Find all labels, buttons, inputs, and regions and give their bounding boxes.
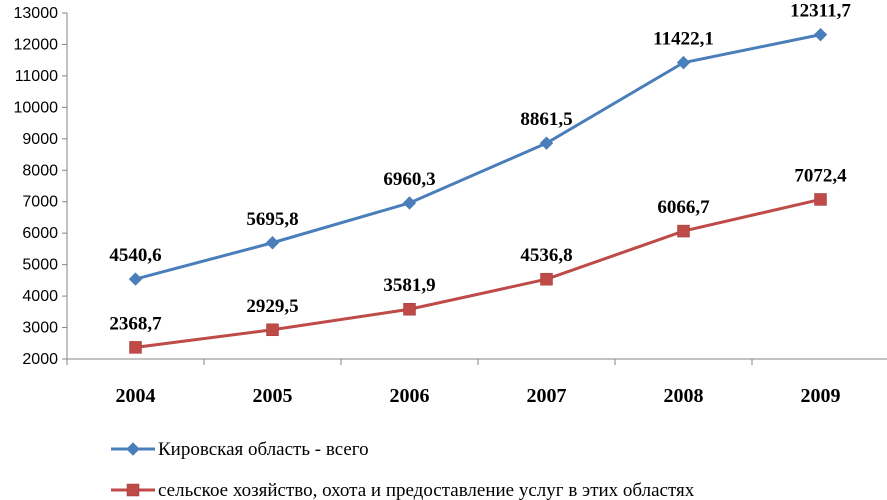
y-tick-label: 9000 bbox=[22, 131, 58, 148]
data-label: 8861,5 bbox=[520, 109, 572, 130]
series-1-marker bbox=[402, 196, 417, 210]
series-1-marker bbox=[539, 136, 554, 150]
data-label: 5695,8 bbox=[246, 209, 298, 230]
data-label: 12311,7 bbox=[790, 1, 851, 22]
series-lines bbox=[128, 27, 828, 354]
series-2-marker bbox=[814, 193, 827, 206]
x-tick-label: 2006 bbox=[390, 385, 430, 407]
data-label: 6960,3 bbox=[383, 169, 435, 190]
x-tick-label: 2008 bbox=[664, 385, 704, 407]
x-tick-label: 2009 bbox=[801, 385, 841, 407]
y-tick-label: 4000 bbox=[22, 288, 58, 305]
x-tick-label: 2005 bbox=[253, 385, 293, 407]
data-label: 7072,4 bbox=[794, 165, 847, 186]
series-2-marker bbox=[266, 323, 279, 337]
x-axis: 2004 2005 2006 2007 2008 2009 bbox=[66, 358, 887, 407]
data-label: 2929,5 bbox=[246, 296, 298, 317]
legend: Кировская область - всего сельское хозяйс… bbox=[111, 439, 695, 500]
legend-marker-2 bbox=[126, 483, 140, 497]
x-tick-label: 2007 bbox=[527, 385, 567, 407]
y-tick-label: 11000 bbox=[15, 68, 58, 85]
series-2-marker bbox=[129, 341, 142, 354]
series-1-marker bbox=[128, 272, 143, 286]
y-axis: 2000 3000 4000 5000 6000 7000 8000 9000 10000 110… bbox=[14, 5, 68, 368]
series-1-marker bbox=[676, 55, 691, 70]
series-1-marker bbox=[265, 236, 280, 250]
series-2-marker bbox=[540, 272, 553, 286]
series-1-marker bbox=[813, 27, 828, 42]
legend-entry-1: Кировская область - всего bbox=[158, 439, 369, 460]
legend-entry-2: сельское хозяйство, охота и предоставлен… bbox=[158, 480, 695, 500]
data-label: 3581,9 bbox=[383, 275, 435, 296]
series-line-2 bbox=[135, 197, 821, 349]
data-label: 4540,6 bbox=[109, 245, 161, 266]
data-label: 6066,7 bbox=[657, 197, 710, 218]
y-tick-label: 12000 bbox=[14, 36, 59, 53]
y-tick-label: 6000 bbox=[22, 225, 58, 242]
data-label: 4536,8 bbox=[520, 245, 572, 266]
y-tick-label: 10000 bbox=[14, 99, 59, 116]
legend-marker-1 bbox=[126, 442, 140, 456]
y-tick-label: 3000 bbox=[22, 320, 58, 337]
y-tick-label: 13000 bbox=[14, 5, 59, 22]
data-label: 2368,7 bbox=[109, 313, 162, 334]
data-label: 11422,1 bbox=[653, 29, 714, 50]
y-tick-label: 7000 bbox=[22, 194, 58, 211]
y-tick-label: 8000 bbox=[22, 162, 58, 179]
series-2-marker bbox=[403, 302, 416, 316]
x-tick-label: 2004 bbox=[116, 385, 156, 407]
y-tick-label: 5000 bbox=[22, 257, 58, 274]
y-tick-label: 2000 bbox=[22, 351, 58, 368]
series-line-1 bbox=[135, 33, 821, 281]
data-labels: 4540,6 5695,8 6960,3 8861,5 11422,1 12311,7 23… bbox=[109, 1, 851, 335]
series-2-marker bbox=[677, 224, 690, 238]
